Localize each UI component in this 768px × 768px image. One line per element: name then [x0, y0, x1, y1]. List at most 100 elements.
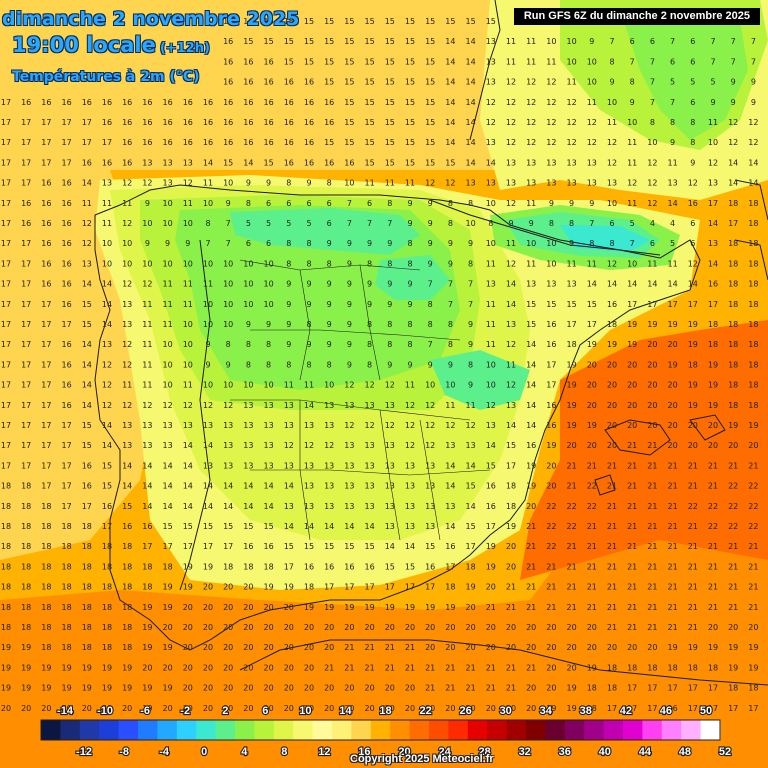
temp-value: 13 — [223, 461, 233, 470]
temp-value: 11 — [526, 57, 536, 66]
temp-value: 9 — [549, 199, 554, 208]
temp-value: 14 — [102, 300, 112, 309]
temp-value: 20 — [587, 381, 597, 390]
temp-value: 10 — [324, 381, 334, 390]
temp-value: 15 — [405, 78, 415, 87]
temp-value: 20 — [546, 684, 556, 693]
temp-value: 21 — [688, 603, 698, 612]
temp-value: 16 — [82, 461, 92, 470]
temp-value: 16 — [284, 118, 294, 127]
temp-value: 12 — [122, 340, 132, 349]
temp-value: 16 — [62, 381, 72, 390]
temp-value: 18 — [1, 522, 11, 531]
temp-value: 20 — [264, 623, 274, 632]
temp-value: 17 — [62, 461, 72, 470]
temp-value: 14 — [526, 421, 536, 430]
temp-value: 14 — [163, 482, 173, 491]
temp-value: 11 — [486, 300, 496, 309]
temp-value: 15 — [526, 320, 536, 329]
temp-value: 21 — [526, 603, 536, 612]
temp-value: 9 — [731, 78, 736, 87]
temp-value: 14 — [142, 482, 152, 491]
legend-label: 16 — [358, 746, 370, 758]
temp-value: 15 — [284, 17, 294, 26]
temp-value: 21 — [647, 482, 657, 491]
temp-value: 19 — [486, 562, 496, 571]
temp-value: 17 — [183, 542, 193, 551]
temp-value: 12 — [546, 138, 556, 147]
legend-swatch — [293, 720, 314, 740]
temp-value: 11 — [163, 320, 173, 329]
temp-value: 9 — [367, 280, 372, 289]
temp-value: 7 — [468, 280, 473, 289]
temp-value: 9 — [226, 360, 231, 369]
temp-value: 17 — [688, 704, 698, 713]
temp-value: 19 — [748, 421, 758, 430]
temp-value: 15 — [102, 482, 112, 491]
legend-swatch — [99, 720, 120, 740]
temp-value: 15 — [284, 57, 294, 66]
temp-value: 9 — [468, 381, 473, 390]
temp-value: 15 — [324, 542, 334, 551]
temp-value: 17 — [41, 340, 51, 349]
temp-value: 21 — [526, 663, 536, 672]
temp-value: 19 — [163, 684, 173, 693]
temp-value: 21 — [627, 461, 637, 470]
temp-value: 6 — [306, 199, 311, 208]
temp-value: 20 — [21, 704, 31, 713]
temp-value: 9 — [407, 219, 412, 228]
temp-value: 15 — [163, 522, 173, 531]
temp-value: 15 — [445, 17, 455, 26]
temp-value: 9 — [347, 280, 352, 289]
temp-value: 18 — [506, 502, 516, 511]
temp-value: 13 — [405, 482, 415, 491]
temp-value: 14 — [445, 98, 455, 107]
temp-value: 9 — [569, 239, 574, 248]
temp-value: 20 — [405, 623, 415, 632]
temp-value: 15 — [82, 320, 92, 329]
temp-value: 19 — [466, 583, 476, 592]
temp-value: 20 — [506, 562, 516, 571]
temp-value: 18 — [1, 542, 11, 551]
temp-value: 20 — [405, 704, 415, 713]
temp-value: 19 — [708, 360, 718, 369]
temp-value: 17 — [41, 482, 51, 491]
temp-value: 21 — [526, 522, 536, 531]
temp-value: 14 — [82, 401, 92, 410]
temp-value: 18 — [647, 663, 657, 672]
legend-swatch — [41, 720, 61, 740]
legend-label: 32 — [519, 746, 531, 758]
temp-value: 20 — [567, 623, 577, 632]
temp-value: 13 — [526, 158, 536, 167]
temp-value: 21 — [668, 502, 678, 511]
temp-value: 20 — [223, 583, 233, 592]
temp-value: 20 — [668, 401, 678, 410]
temp-value: 15 — [365, 542, 375, 551]
temp-value: 20 — [445, 623, 455, 632]
temp-value: 8 — [670, 118, 675, 127]
temp-value: 10 — [223, 320, 233, 329]
temp-value: 13 — [142, 158, 152, 167]
temp-value: 21 — [627, 441, 637, 450]
temp-value: 14 — [203, 158, 213, 167]
temp-value: 13 — [102, 179, 112, 188]
temp-value: 22 — [708, 522, 718, 531]
temp-value: 21 — [647, 461, 657, 470]
temp-value: 20 — [284, 704, 294, 713]
temp-value: 8 — [690, 118, 695, 127]
temp-value: 21 — [647, 583, 657, 592]
temp-value: 20 — [243, 663, 253, 672]
temp-value: 15 — [425, 57, 435, 66]
temp-value: 13 — [385, 522, 395, 531]
legend-label: 46 — [660, 705, 672, 717]
temp-value: 10 — [183, 320, 193, 329]
temp-value: 20 — [627, 360, 637, 369]
temp-value: 17 — [21, 259, 31, 268]
temp-value: 13 — [526, 280, 536, 289]
temp-value: 8 — [286, 360, 291, 369]
temp-value: 13 — [122, 300, 132, 309]
temp-value: 9 — [367, 300, 372, 309]
temp-value: 15 — [405, 118, 415, 127]
zone-mediterranean-22 — [520, 320, 768, 580]
temp-value: 6 — [327, 199, 332, 208]
